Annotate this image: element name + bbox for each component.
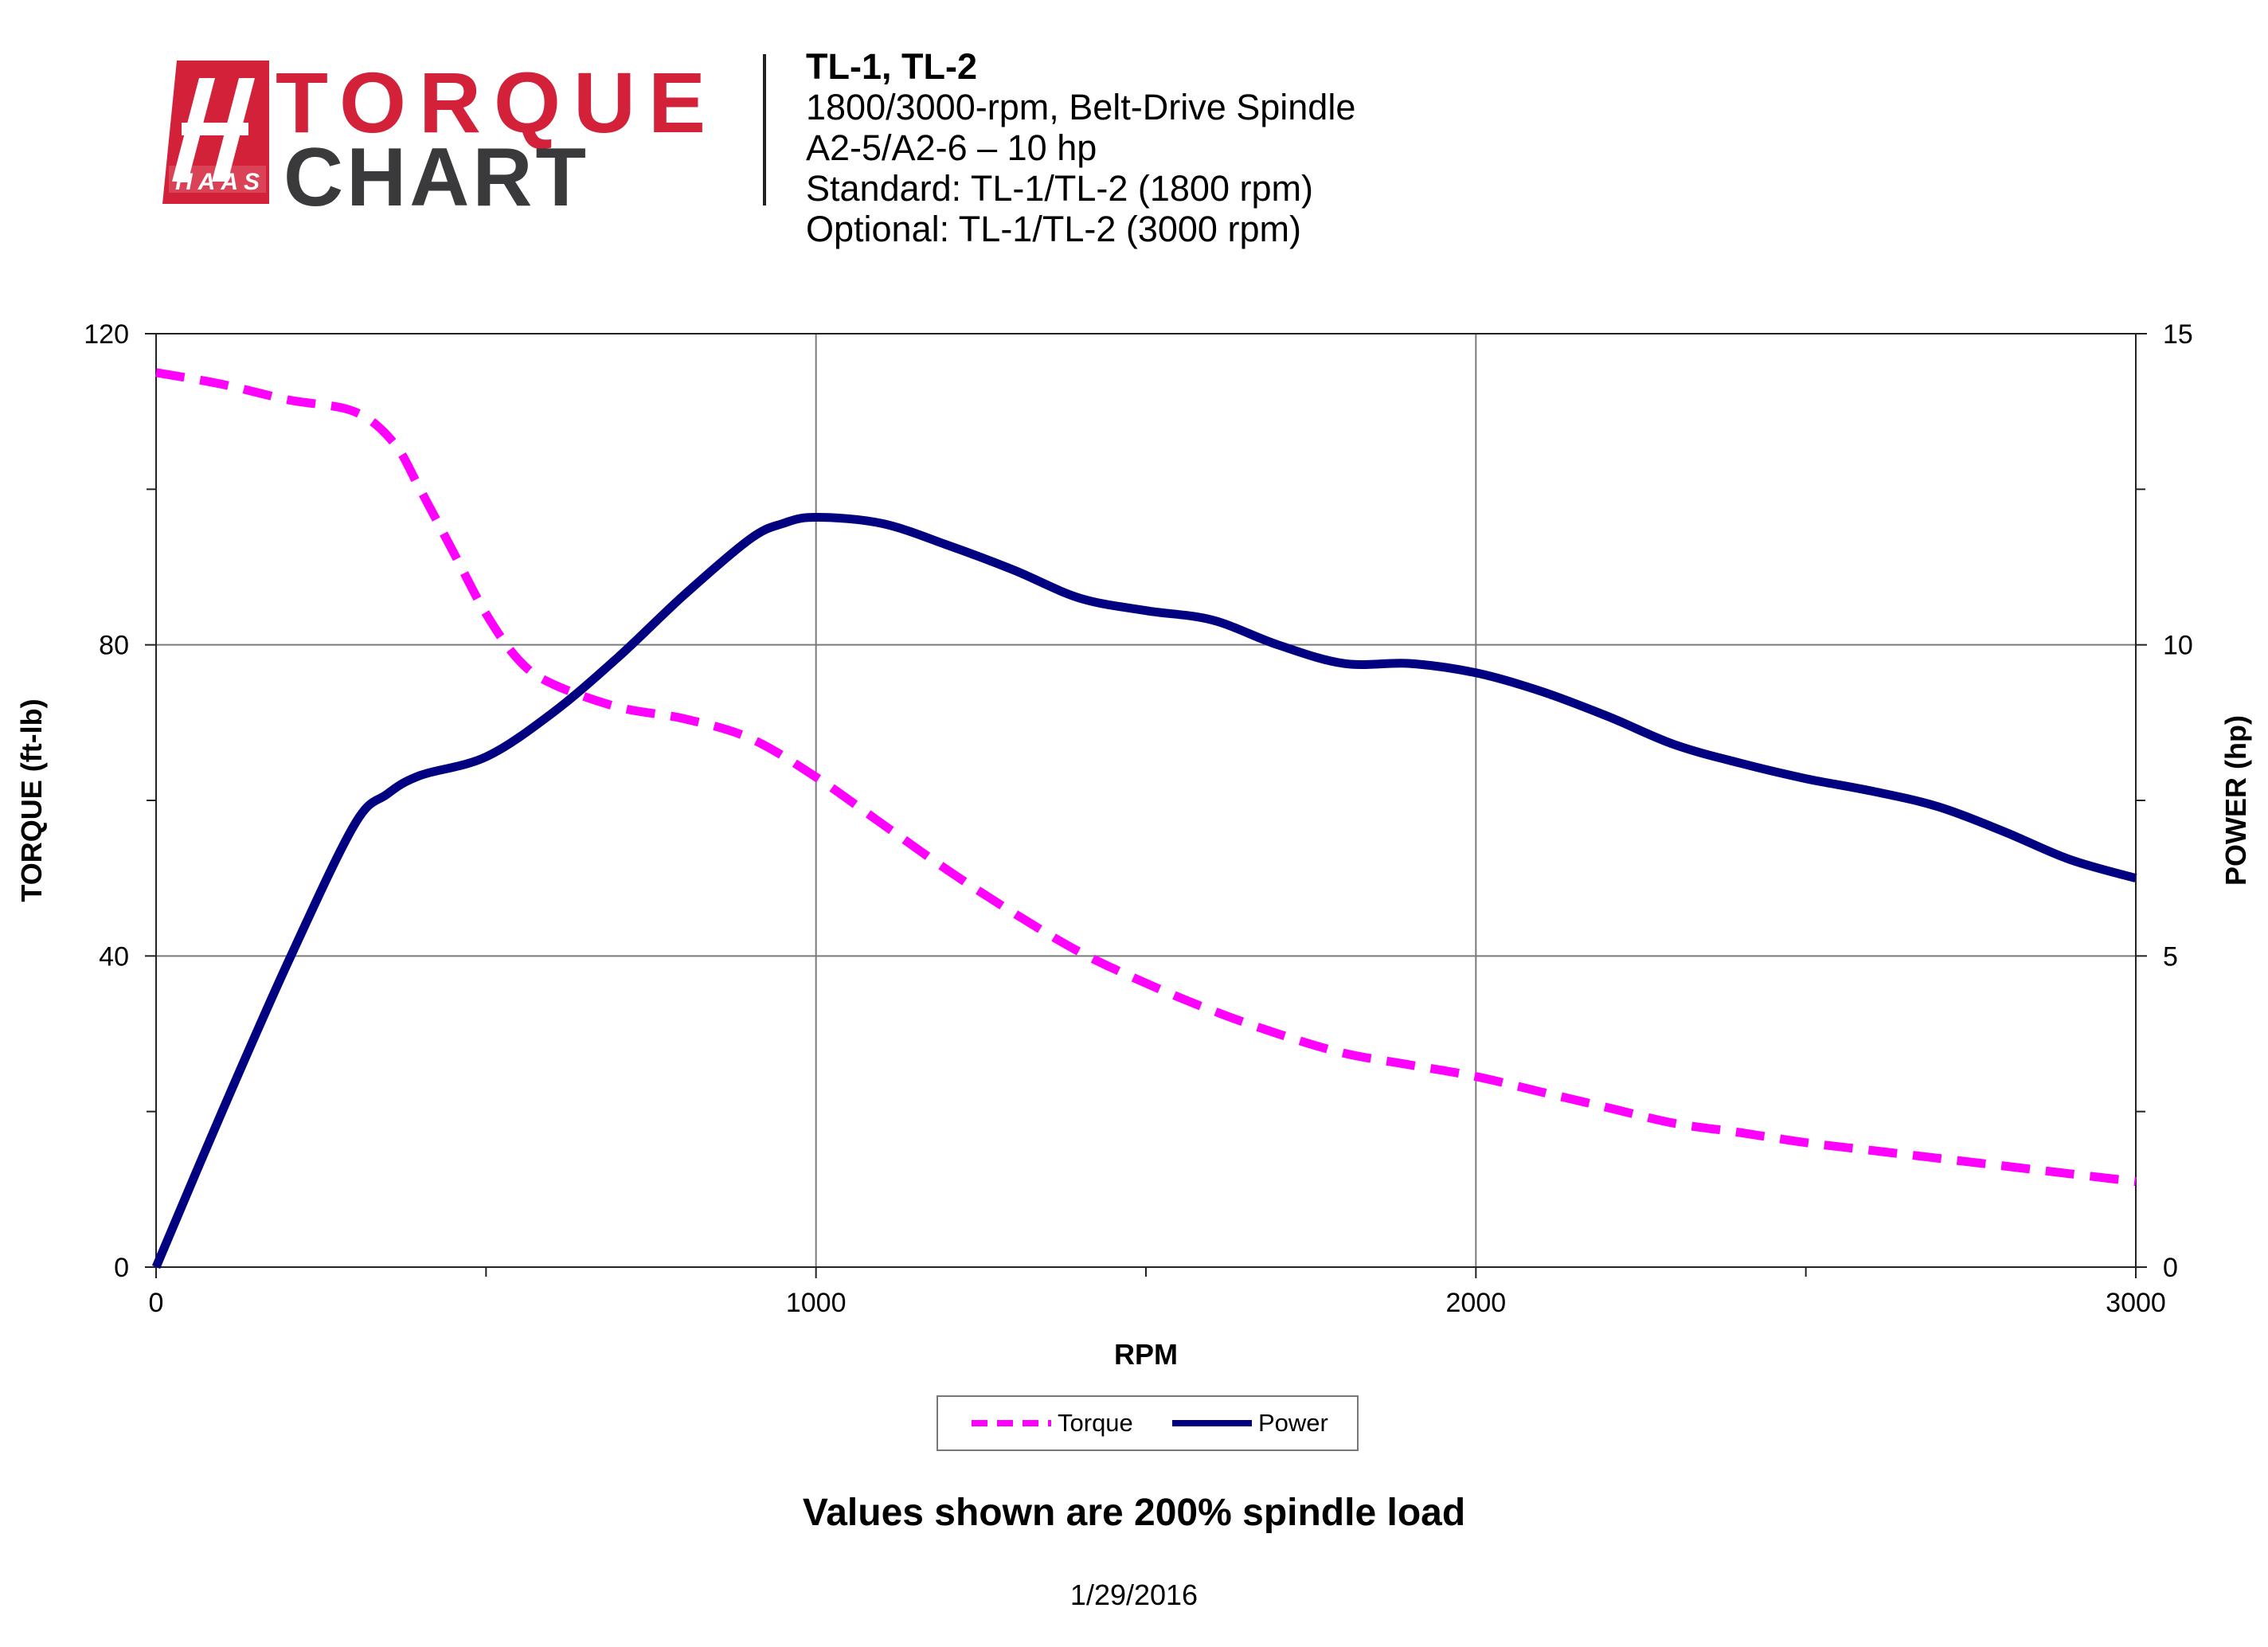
legend-item-power: Power <box>1171 1397 1328 1449</box>
chart-subtitle-line-3: Standard: TL-1/TL-2 (1800 rpm) <box>806 168 1313 209</box>
chart-subtitle-line-2: A2-5/A2-6 – 10 hp <box>806 127 1097 168</box>
plot-area-frame <box>155 333 2137 1268</box>
grid-lines <box>155 333 2137 1268</box>
logo-h-bar <box>182 123 248 135</box>
logo-brand-strip <box>169 166 266 193</box>
chart-legend: Torque Power <box>937 1395 1359 1451</box>
x-tick-label: 1000 <box>786 1288 847 1318</box>
legend-label-torque: Torque <box>1058 1409 1133 1437</box>
legend-item-torque: Torque <box>970 1397 1133 1449</box>
chart-date: 1/29/2016 <box>1069 1579 1199 1611</box>
chart-title: TL-1, TL-2 <box>806 46 977 87</box>
tick-labels: 0 1000 2000 3000 0 40 80 120 0 5 10 15 <box>84 319 2193 1318</box>
series-line-torque <box>155 368 2137 1187</box>
y-tick-label-right: 5 <box>2163 941 2178 972</box>
y-tick-label-left: 0 <box>114 1253 129 1283</box>
header-divider <box>763 54 766 205</box>
legend-label-power: Power <box>1258 1409 1328 1437</box>
haas-torque-chart-logo: TORQUE CHART HAAS <box>162 54 706 213</box>
chart-subtitle-line-1: 1800/3000-rpm, Belt-Drive Spindle <box>806 87 1356 127</box>
y-tick-label-left: 40 <box>99 941 129 972</box>
legend-swatch-torque <box>972 1420 1051 1426</box>
y-axis-title-left: TORQUE (ft-lb) <box>15 698 48 902</box>
y-tick-label-right: 15 <box>2163 319 2193 350</box>
x-tick-label: 3000 <box>2106 1288 2166 1318</box>
legend-swatch-power <box>1172 1420 1252 1426</box>
series-lines <box>151 368 2137 1269</box>
chart-header: TL-1, TL-2 1800/3000-rpm, Belt-Drive Spi… <box>806 46 1355 249</box>
x-tick-label: 2000 <box>1446 1288 1507 1318</box>
y-tick-label-right: 0 <box>2163 1253 2178 1283</box>
y-tick-label-left: 80 <box>99 631 129 661</box>
x-axis-title: RPM <box>1114 1338 1178 1371</box>
y-tick-label-left: 120 <box>84 319 129 350</box>
y-tick-label-right: 10 <box>2163 631 2193 661</box>
chart-subtitle-line-4: Optional: TL-1/TL-2 (3000 rpm) <box>806 209 1301 249</box>
y-axis-title-right: POWER (hp) <box>2219 715 2252 886</box>
axis-ticks <box>145 333 2147 1278</box>
logo-word-chart: CHART <box>284 131 586 213</box>
series-line-power <box>151 513 2137 1269</box>
spindle-load-note: Values shown are 200% spindle load <box>802 1492 1466 1534</box>
x-tick-label: 0 <box>149 1288 164 1318</box>
